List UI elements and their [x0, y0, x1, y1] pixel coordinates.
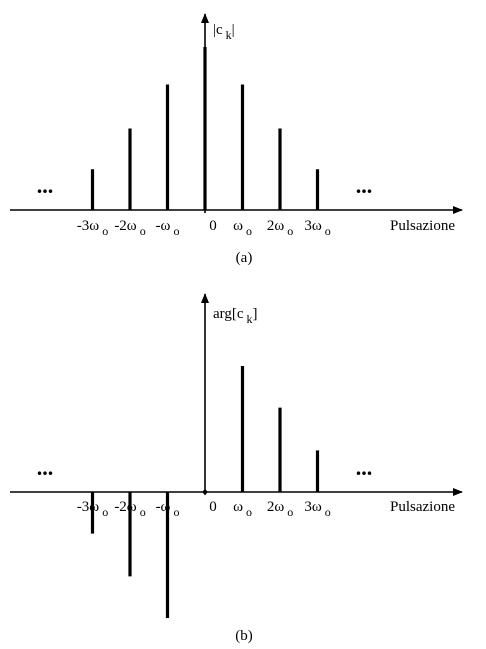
tick-label-k-1: -ω o — [156, 499, 180, 519]
tick-label-k3: 3ω o — [304, 499, 330, 519]
tick-label-k3: 3ω o — [304, 218, 330, 238]
y-axis-label: arg[c k] — [213, 306, 258, 326]
x-axis-label: Pulsazione — [390, 499, 455, 515]
ellipsis-right: ... — [356, 173, 373, 198]
tick-label-k-1: -ω o — [156, 218, 180, 238]
ellipsis-left: ... — [37, 173, 54, 198]
origin-dot — [202, 489, 208, 495]
ellipsis-right: ... — [356, 455, 373, 480]
x-axis-label: Pulsazione — [390, 218, 455, 234]
tick-label-k2: 2ω o — [267, 218, 293, 238]
tick-label-k-2: -2ω o — [114, 499, 145, 519]
ellipsis-left: ... — [37, 455, 54, 480]
panel-caption: (b) — [235, 628, 253, 644]
tick-label-k-3: -3ω o — [77, 499, 108, 519]
tick-label-k-2: -2ω o — [114, 218, 145, 238]
tick-label-k2: 2ω o — [267, 499, 293, 519]
panel-caption: (a) — [236, 250, 253, 266]
tick-label-k0: 0 — [209, 499, 217, 515]
tick-label-k-3: -3ω o — [77, 218, 108, 238]
tick-label-k0: 0 — [209, 218, 217, 234]
y-axis-label: |c k| — [213, 22, 235, 42]
